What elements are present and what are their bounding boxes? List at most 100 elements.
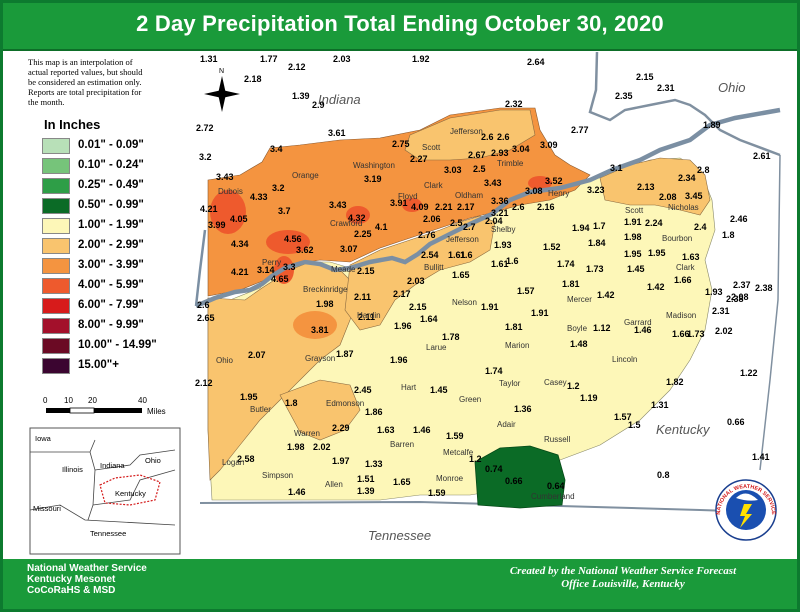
precip-value: 4.09	[411, 202, 429, 212]
precip-value: 3.08	[525, 186, 543, 196]
county-label: Trimble	[497, 159, 524, 168]
precip-value: 1.12	[593, 323, 611, 333]
state-label-tennessee: Tennessee	[368, 528, 431, 543]
precip-value: 1.98	[316, 299, 334, 309]
county-label: Jefferson	[450, 127, 483, 136]
precip-value: 1.6	[460, 250, 473, 260]
county-label: Taylor	[499, 379, 521, 388]
precip-value: 2.58	[237, 454, 255, 464]
precip-value: 1.84	[588, 238, 606, 248]
precip-value: 3.09	[540, 140, 558, 150]
legend-label: 8.00" - 9.99"	[78, 319, 144, 331]
precip-value: 3.19	[364, 174, 382, 184]
precip-value: 1.95	[648, 248, 666, 258]
precip-value: 1.33	[365, 459, 383, 469]
precip-value: 3.3	[283, 262, 296, 272]
state-label-indiana: Indiana	[318, 92, 361, 107]
precip-value: 2.17	[457, 202, 475, 212]
precip-value: 4.21	[231, 267, 249, 277]
county-label: Larue	[426, 343, 447, 352]
precip-value: 2.03	[333, 54, 351, 64]
precip-value: 3.07	[340, 244, 358, 254]
region-4-00-henry	[528, 176, 552, 190]
legend-label: 10.00" - 14.99"	[78, 339, 157, 351]
county-label: Clark	[424, 181, 444, 190]
precip-value: 2.13	[637, 182, 655, 192]
precip-value: 1.39	[292, 91, 310, 101]
precip-value: 2.24	[645, 218, 663, 228]
legend-label: 0.25" - 0.49"	[78, 179, 144, 191]
legend-swatch	[42, 318, 70, 334]
precip-value: 0.66	[505, 476, 523, 486]
precip-value: 1.91	[624, 217, 642, 227]
precip-value: 2.12	[288, 62, 306, 72]
precip-value: 1.8	[285, 398, 298, 408]
precip-value: 1.57	[614, 412, 632, 422]
precip-value: 2.34	[678, 173, 696, 183]
precip-value: 1.39	[357, 486, 375, 496]
precip-value: 1.73	[586, 264, 604, 274]
legend-label: 0.50" - 0.99"	[78, 199, 144, 211]
inset-label-ohio: Ohio	[145, 456, 161, 465]
county-label: Warren	[294, 429, 320, 438]
county-label: Logan	[222, 458, 244, 467]
precip-value: 2.77	[571, 125, 589, 135]
county-label: Russell	[544, 435, 570, 444]
precip-value: 2.5	[450, 218, 463, 228]
county-label: Bourbon	[662, 234, 692, 243]
region-2-00-east	[599, 157, 711, 216]
precip-value: 2.27	[410, 154, 428, 164]
precip-value: 2.11	[354, 292, 371, 302]
county-label: Adair	[497, 420, 516, 429]
footer-left-line: Kentucky Mesonet	[27, 574, 116, 585]
county-label: Grayson	[305, 354, 335, 363]
map-title: 2 Day Precipitation Total Ending October…	[136, 11, 664, 36]
county-label: Nelson	[452, 298, 477, 307]
north-arrow-icon: N	[204, 68, 240, 112]
precip-value: 2.65	[197, 313, 215, 323]
precip-value: 1.46	[288, 487, 306, 497]
precip-value: 4.65	[271, 274, 289, 284]
precip-value: 1.66	[674, 275, 692, 285]
precip-value: 1.59	[446, 431, 464, 441]
legend-item: 0.25" - 0.49"	[28, 176, 193, 196]
precip-value: 3.03	[444, 165, 462, 175]
precip-value: 0.74	[485, 464, 503, 474]
legend-label: 1.00" - 1.99"	[78, 219, 144, 231]
precip-value: 1.61	[491, 259, 509, 269]
precip-value: 1.7	[593, 221, 606, 231]
precip-value: 1.92	[412, 54, 430, 64]
region-2-00-north	[344, 215, 496, 331]
precip-value: 3.91	[390, 198, 408, 208]
precip-value: 1.65	[452, 270, 470, 280]
precip-value: 0.64	[547, 481, 565, 491]
precip-value: 3.81	[311, 325, 329, 335]
precip-value: 1.57	[517, 286, 535, 296]
precip-value: 1.46	[634, 325, 652, 335]
precip-value: 4.1	[375, 222, 388, 232]
inset-label-tennessee: Tennessee	[90, 529, 126, 538]
precip-value: 1.91	[531, 308, 549, 318]
precip-value: 1.93	[705, 287, 723, 297]
precip-value: 1.89	[703, 120, 721, 130]
precip-value: 1.91	[481, 302, 499, 312]
precip-value: 1.95	[624, 249, 642, 259]
precip-value: 3.62	[296, 245, 314, 255]
precip-value: 3.43	[484, 178, 502, 188]
precip-value: 3.23	[587, 185, 605, 195]
precip-value: 3.2	[272, 183, 285, 193]
county-label: Perry	[262, 258, 281, 267]
legend-item: 4.00" - 5.99"	[28, 276, 193, 296]
legend-label: 6.00" - 7.99"	[78, 299, 144, 311]
precip-value: 2.38	[755, 283, 773, 293]
precip-value: 4.32	[348, 213, 366, 223]
legend-item: 10.00" - 14.99"	[28, 336, 193, 356]
precip-value: 2.9	[312, 100, 325, 110]
inset-map: Iowa Illinois Indiana Ohio Missouri Kent…	[29, 427, 181, 555]
precip-value: 1.59	[428, 488, 446, 498]
county-label: Oldham	[455, 191, 483, 200]
county-label: Scott	[625, 206, 644, 215]
legend-item: 3.00" - 3.99"	[28, 256, 193, 276]
precip-value: 1.19	[580, 393, 598, 403]
